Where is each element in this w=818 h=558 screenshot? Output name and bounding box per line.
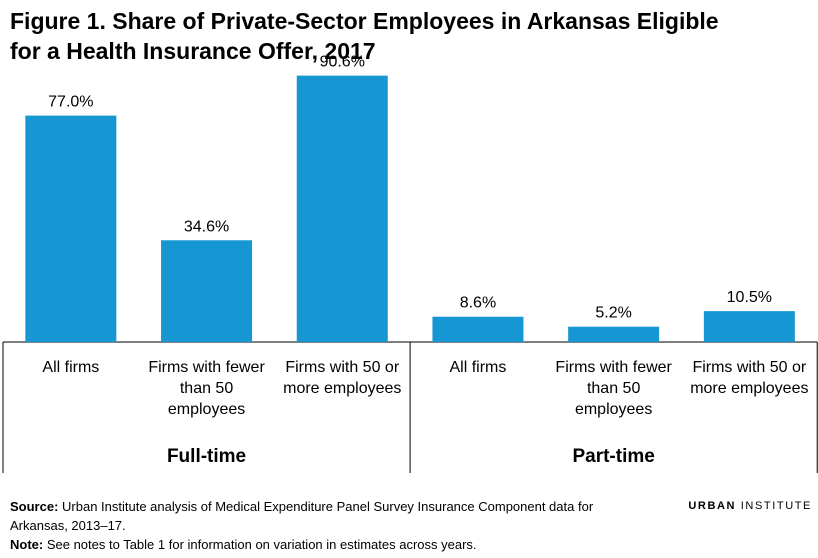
bar-full-time-3 (296, 75, 388, 343)
bar-full-time-2 (161, 240, 253, 342)
category-tick-label: Firms with fewer (555, 359, 672, 376)
category-tick-label: All firms (450, 359, 507, 376)
category-tick-label: Firms with 50 or (692, 359, 806, 376)
source-label: Source: (10, 499, 59, 514)
category-tick-label: Firms with fewer (148, 359, 265, 376)
group-label: Part-time (572, 446, 654, 467)
data-label: 34.6% (184, 218, 229, 235)
bar-part-time-3 (703, 311, 795, 342)
chart-title-line-2: for a Health Insurance Offer, 2017 (10, 38, 376, 64)
source-note: Source: Urban Institute analysis of Medi… (10, 497, 650, 554)
category-tick-label: than 50 (587, 380, 640, 397)
chart-title: Figure 1. Share of Private-Sector Employ… (10, 6, 808, 66)
chart-title-line-1: Figure 1. Share of Private-Sector Employ… (10, 8, 719, 34)
category-tick-label: All firms (42, 359, 99, 376)
group-label: Full-time (167, 446, 246, 467)
logo-part-1: URBAN (688, 500, 737, 512)
source-line: Source: Urban Institute analysis of Medi… (10, 497, 650, 535)
note-label: Note: (10, 537, 44, 552)
category-tick-label: more employees (283, 380, 401, 397)
source-text: Urban Institute analysis of Medical Expe… (10, 499, 594, 533)
bar-chart: 77.0% All firms 34.6% Firms with fewer than … (2, 54, 818, 473)
bar-full-time-1 (25, 115, 117, 343)
note-line: Note: See notes to Table 1 for informati… (10, 535, 650, 554)
data-label: 10.5% (727, 289, 772, 306)
category-tick-label: than 50 (180, 380, 233, 397)
logo-part-2: INSTITUTE (740, 500, 812, 512)
category-tick-label: employees (168, 401, 245, 418)
data-label: 77.0% (48, 94, 93, 111)
category-tick-label: Firms with 50 or (285, 359, 399, 376)
note-text: See notes to Table 1 for information on … (43, 537, 477, 552)
data-label: 5.2% (595, 305, 631, 322)
bar-part-time-2 (568, 326, 660, 342)
data-label: 8.6% (460, 295, 496, 312)
data-label: 90.6% (320, 54, 365, 71)
bar-part-time-1 (432, 316, 524, 342)
urban-institute-logo: URBAN INSTITUTE (650, 500, 812, 512)
category-tick-label: more employees (690, 380, 808, 397)
category-tick-label: employees (575, 401, 652, 418)
